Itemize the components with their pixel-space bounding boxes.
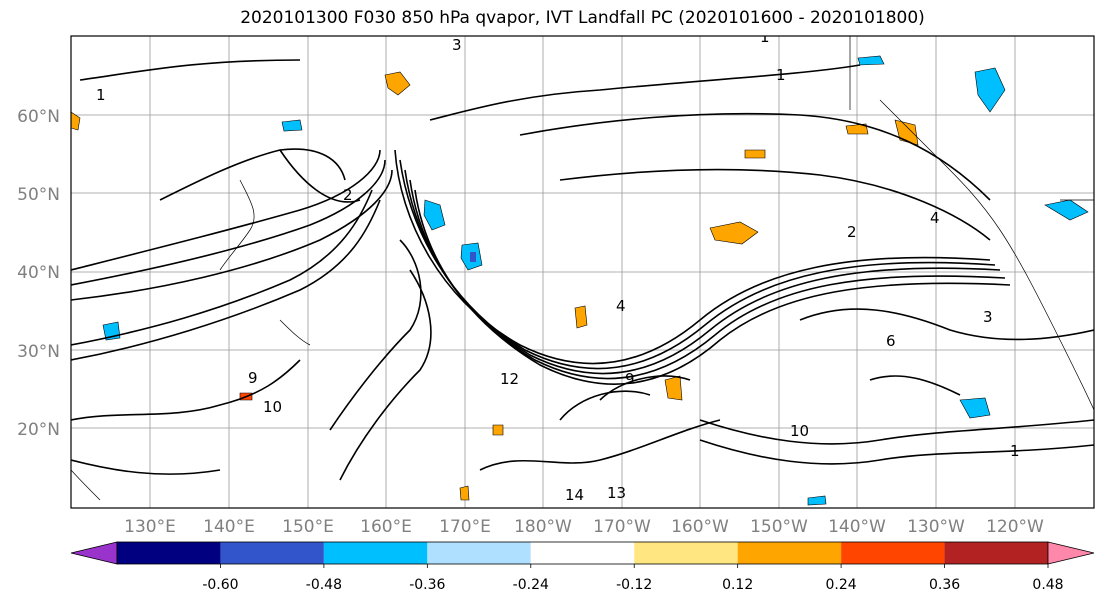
colorbar-tick-label: 0.24 [826, 577, 857, 593]
lon-label: 150°E [282, 517, 334, 537]
coastlines [71, 36, 1094, 501]
colorbar-swatch [117, 542, 221, 564]
lon-label: 120°W [986, 517, 1044, 537]
lat-axis: 60°N 50°N 40°N 30°N 20°N [17, 107, 60, 440]
colorbar-swatch [737, 542, 842, 564]
contour-lines [71, 59, 1094, 481]
contour-label: 9 [248, 369, 258, 387]
colorbar-tick-label: -0.12 [616, 577, 652, 593]
contour-label: 1 [96, 86, 106, 104]
map-content: 1 1 1 2 3 2 4 12 14 13 10 10 4 3 6 9 9 1 [71, 28, 1094, 508]
colorbar-tick-label: -0.36 [409, 577, 445, 593]
colorbar-extend-left [70, 541, 118, 565]
lat-label: 20°N [17, 420, 60, 440]
contour-label: 6 [886, 332, 896, 350]
lon-label: 170°W [593, 517, 651, 537]
colorbar-swatch [530, 542, 635, 564]
contour-label: 12 [500, 370, 519, 388]
colorbar-swatch [427, 542, 531, 564]
colorbar-tick-label: 0.36 [929, 577, 960, 593]
lon-label: 160°W [671, 517, 729, 537]
colorbar-swatch [944, 542, 1048, 564]
lon-label: 180°W [514, 517, 572, 537]
colorbar-extend-right [1047, 541, 1095, 565]
contour-label: 2 [847, 223, 857, 241]
lon-axis: 130°E 140°E 150°E 160°E 170°E 180°W 170°… [124, 517, 1044, 537]
map-title: 2020101300 F030 850 hPa qvapor, IVT Land… [240, 8, 925, 28]
contour-label: 4 [930, 209, 940, 227]
map-frame [70, 35, 1095, 509]
lat-label: 40°N [17, 263, 60, 283]
contour-label: 4 [616, 297, 626, 315]
qvapor-fill-patches [71, 55, 1089, 506]
contour-label: 10 [263, 398, 282, 416]
colorbar-swatch [841, 542, 945, 564]
contour-label: 3 [983, 308, 993, 326]
lat-label: 50°N [17, 185, 60, 205]
contour-label: 14 [565, 486, 584, 504]
lon-label: 160°E [360, 517, 412, 537]
contour-label: 1 [776, 66, 786, 84]
colorbar-tick-label: -0.60 [202, 577, 238, 593]
colorbar-swatch [634, 542, 738, 564]
colorbar-swatch [323, 542, 428, 564]
colorbar-tick-label: 0.48 [1032, 577, 1063, 593]
lon-label: 150°W [750, 517, 808, 537]
contour-label: 1 [1010, 442, 1020, 460]
contour-label: 9 [625, 370, 635, 388]
contour-label: 13 [607, 484, 626, 502]
contour-label: 2 [343, 186, 353, 204]
lon-label: 140°E [203, 517, 255, 537]
contour-label: 10 [790, 422, 809, 440]
colorbar-swatch [220, 542, 324, 564]
colorbar-tick-label: 0.12 [722, 577, 753, 593]
contour-label: 3 [452, 36, 462, 54]
lon-label: 140°W [828, 517, 886, 537]
map-panel: 1 1 1 2 3 2 4 12 14 13 10 10 4 3 6 9 9 1 [70, 28, 1095, 509]
lon-label: 130°W [907, 517, 965, 537]
contour-label: 1 [760, 28, 770, 46]
lat-label: 30°N [17, 342, 60, 362]
lat-label: 60°N [17, 107, 60, 127]
contour-label-group: 1 1 1 2 3 2 4 12 14 13 10 10 4 3 6 9 9 1 [96, 28, 1020, 504]
colorbar-tick-label: -0.48 [306, 577, 342, 593]
lon-label: 170°E [439, 517, 491, 537]
colorbar: -0.60 -0.48 -0.36 -0.24 -0.12 0.12 0.24 0.36 0.4… [70, 541, 1095, 593]
colorbar-tick-label: -0.24 [513, 577, 549, 593]
graticule [71, 36, 1094, 508]
lon-label: 130°E [124, 517, 176, 537]
